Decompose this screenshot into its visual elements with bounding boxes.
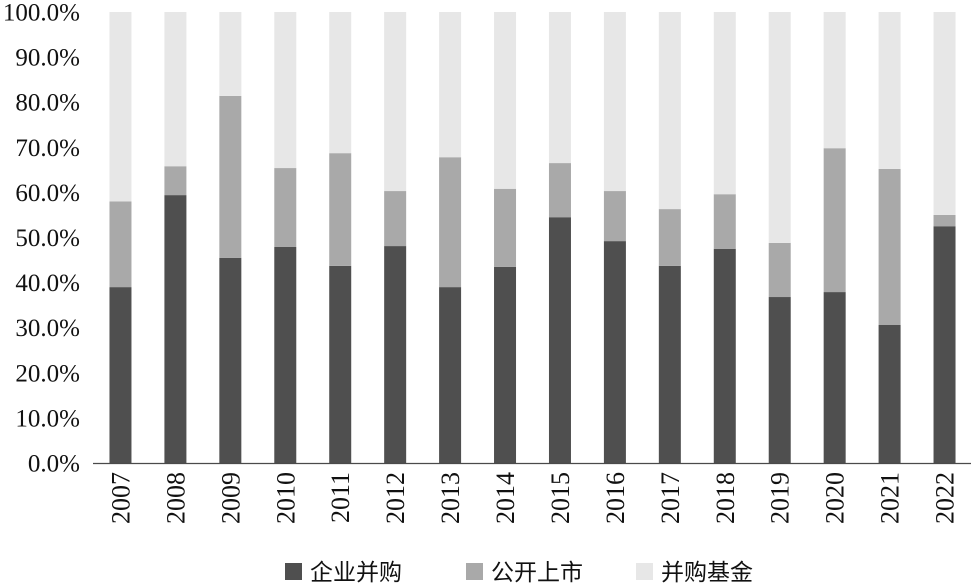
x-tick-label-2018: 2018 <box>711 472 740 524</box>
bar-ma-fund-2018 <box>713 12 736 195</box>
y-tick-label: 70.0% <box>15 135 80 162</box>
x-axis-tick-labels: 2007 2008 2009 2010 2011 2012 2013 2014 2015 2016… <box>106 472 959 524</box>
bar-ipo-2010 <box>274 168 297 247</box>
x-tick-label-2016: 2016 <box>601 472 630 524</box>
bar-ma-fund-2015 <box>548 12 571 164</box>
bar-ipo-2012 <box>384 191 407 247</box>
bar-corporate-ma-2017 <box>658 265 681 463</box>
bar-ipo-2022 <box>933 214 956 227</box>
x-tick-label-2014: 2014 <box>491 472 520 524</box>
y-tick-label: 80.0% <box>15 90 80 117</box>
x-tick-label-2022: 2022 <box>931 472 960 524</box>
y-tick-label: 0.0% <box>28 451 80 478</box>
bar-ipo-2020 <box>823 148 846 293</box>
legend-label-ipo: 公开上市 <box>491 560 583 585</box>
bar-ma-fund-2012 <box>384 12 407 192</box>
legend-label-corporate-ma: 企业并购 <box>310 560 402 585</box>
bar-corporate-ma-2019 <box>768 297 791 463</box>
bar-corporate-ma-2020 <box>823 292 846 463</box>
legend-label-ma-fund: 并购基金 <box>661 560 753 585</box>
y-tick-label: 40.0% <box>15 270 80 297</box>
bar-ma-fund-2010 <box>274 12 297 169</box>
bar-ma-fund-2007 <box>109 12 132 202</box>
legend-item-ma-fund: 并购基金 <box>636 560 753 585</box>
bar-ma-fund-2022 <box>933 12 956 215</box>
legend-swatch-ipo <box>466 563 483 580</box>
x-tick-label-2019: 2019 <box>766 472 795 524</box>
bar-ipo-2007 <box>109 201 132 288</box>
bar-ipo-2016 <box>603 191 626 242</box>
bar-ma-fund-2021 <box>878 12 901 169</box>
legend-item-corporate-ma: 企业并购 <box>285 560 402 585</box>
bar-corporate-ma-2007 <box>109 287 132 463</box>
y-tick-label: 60.0% <box>15 180 80 207</box>
bar-ipo-2014 <box>494 188 517 267</box>
x-tick-label-2015: 2015 <box>546 472 575 524</box>
bar-corporate-ma-2022 <box>933 226 956 463</box>
legend-item-ipo: 公开上市 <box>466 560 583 585</box>
y-tick-label: 30.0% <box>15 315 80 342</box>
bar-corporate-ma-2016 <box>603 241 626 463</box>
y-tick-label: 20.0% <box>15 360 80 387</box>
bar-ipo-2019 <box>768 242 791 298</box>
bar-ipo-2015 <box>548 163 571 218</box>
x-tick-label-2021: 2021 <box>876 472 905 524</box>
bar-corporate-ma-2011 <box>329 265 352 463</box>
x-tick-label-2010: 2010 <box>271 472 300 524</box>
bar-ipo-2018 <box>713 194 736 249</box>
bar-ma-fund-2014 <box>494 12 517 189</box>
bar-ma-fund-2013 <box>439 12 462 158</box>
y-axis-tick-labels: 0.0% 10.0% 20.0% 30.0% 40.0% 50.0% 60.0% 70.0% 8… <box>3 0 80 478</box>
x-tick-label-2008: 2008 <box>161 472 190 524</box>
x-tick-label-2020: 2020 <box>821 472 850 524</box>
bar-corporate-ma-2009 <box>219 257 242 463</box>
bar-ma-fund-2020 <box>823 12 846 149</box>
bar-corporate-ma-2018 <box>713 248 736 463</box>
bar-corporate-ma-2015 <box>548 217 571 463</box>
x-tick-label-2007: 2007 <box>106 472 135 524</box>
bar-ipo-2021 <box>878 168 901 325</box>
bar-corporate-ma-2010 <box>274 246 297 463</box>
bar-corporate-ma-2008 <box>164 195 187 464</box>
x-tick-label-2017: 2017 <box>656 472 685 524</box>
bar-ipo-2017 <box>658 209 681 266</box>
legend-swatch-ma-fund <box>636 563 653 580</box>
y-tick-label: 100.0% <box>3 0 80 27</box>
bar-ma-fund-2009 <box>219 12 242 96</box>
bar-ma-fund-2008 <box>164 12 187 167</box>
bar-ipo-2009 <box>219 95 242 258</box>
x-tick-label-2009: 2009 <box>216 472 245 524</box>
x-tick-label-2013: 2013 <box>436 472 465 524</box>
bar-ma-fund-2016 <box>603 12 626 192</box>
bar-ma-fund-2017 <box>658 12 681 210</box>
legend-swatch-corporate-ma <box>285 563 302 580</box>
bar-ma-fund-2011 <box>329 12 352 154</box>
y-tick-label: 10.0% <box>15 405 80 432</box>
y-tick-label: 50.0% <box>15 225 80 252</box>
bar-corporate-ma-2014 <box>494 266 517 463</box>
bar-ipo-2011 <box>329 153 352 266</box>
x-tick-label-2012: 2012 <box>381 472 410 524</box>
legend: 企业并购 公开上市 并购基金 <box>285 560 753 585</box>
x-tick-label-2011: 2011 <box>326 472 355 523</box>
bar-ma-fund-2019 <box>768 12 791 243</box>
bar-corporate-ma-2021 <box>878 324 901 463</box>
bars-group <box>109 12 956 464</box>
bar-ipo-2008 <box>164 166 187 196</box>
bar-corporate-ma-2013 <box>439 287 462 463</box>
bar-ipo-2013 <box>439 157 462 288</box>
bar-corporate-ma-2012 <box>384 246 407 463</box>
y-tick-label: 90.0% <box>15 45 80 72</box>
